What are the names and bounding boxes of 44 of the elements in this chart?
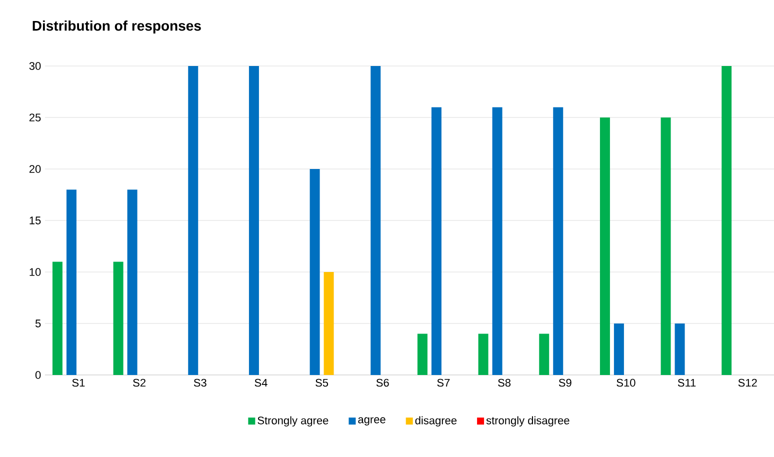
x-tick-label: S1 — [72, 378, 85, 387]
bar — [553, 107, 564, 375]
bar — [127, 190, 138, 375]
bar — [492, 107, 502, 375]
x-tick-label: S8 — [498, 378, 511, 387]
bar — [539, 334, 550, 375]
bar — [52, 262, 62, 375]
x-tick-label: S10 — [616, 378, 636, 387]
x-tick-label: S5 — [316, 378, 328, 387]
bar — [614, 323, 624, 375]
bar — [310, 168, 320, 375]
bar — [188, 66, 198, 375]
bar — [600, 117, 610, 375]
legend-label: disagree — [415, 416, 457, 427]
y-tick-label: 25 — [29, 114, 41, 122]
bar — [248, 66, 259, 375]
x-tick-label: S6 — [376, 378, 389, 387]
legend-label: Strongly agree — [258, 416, 328, 427]
y-tick-label: 10 — [30, 268, 41, 276]
bar — [417, 334, 428, 375]
y-tick-label: 15 — [30, 216, 41, 224]
bar — [113, 262, 124, 375]
bar — [431, 107, 442, 375]
x-tick-label: S9 — [558, 378, 572, 387]
y-tick-label: 30 — [29, 62, 41, 70]
x-tick-label: S12 — [738, 378, 757, 387]
bar — [370, 66, 381, 375]
bar — [674, 323, 685, 375]
chart-title: Distribution of responses — [32, 20, 201, 34]
x-tick-label: S7 — [437, 378, 450, 387]
legend-label: strongly disagree — [486, 416, 570, 427]
x-tick-label: S4 — [254, 378, 268, 387]
y-tick-label: 0 — [35, 371, 41, 379]
bar — [478, 334, 488, 375]
bar — [722, 66, 732, 375]
bar — [324, 272, 334, 375]
bar — [66, 190, 76, 375]
x-tick-label: S3 — [194, 378, 206, 387]
y-tick-label: 5 — [35, 320, 41, 328]
legend-label: agree — [358, 417, 386, 426]
y-tick-label: 20 — [29, 165, 41, 173]
x-tick-label: S11 — [678, 378, 696, 387]
x-tick-label: S2 — [133, 378, 146, 387]
bar — [660, 117, 671, 375]
